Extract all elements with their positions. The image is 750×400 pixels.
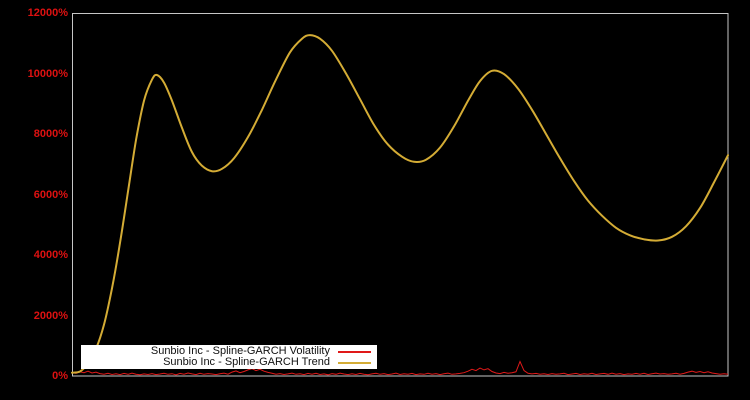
plot-border [72,13,729,377]
volatility-line [71,360,729,376]
legend-label-volatility: Sunbio Inc - Spline-GARCH Volatility [150,345,330,357]
legend: Sunbio Inc - Spline-GARCH Volatility Sun… [81,345,377,369]
trend-line [71,34,729,374]
legend-item-volatility: Sunbio Inc - Spline-GARCH Volatility [85,346,373,357]
volatility-line-sample-icon [338,350,371,353]
legend-label-trend: Sunbio Inc - Spline-GARCH Trend [163,356,330,368]
legend-item-trend: Sunbio Inc - Spline-GARCH Trend [85,357,373,368]
trend-line-sample-icon [338,361,371,364]
